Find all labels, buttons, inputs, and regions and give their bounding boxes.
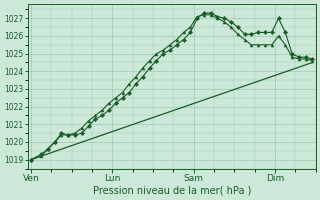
X-axis label: Pression niveau de la mer( hPa ): Pression niveau de la mer( hPa ) <box>92 186 251 196</box>
